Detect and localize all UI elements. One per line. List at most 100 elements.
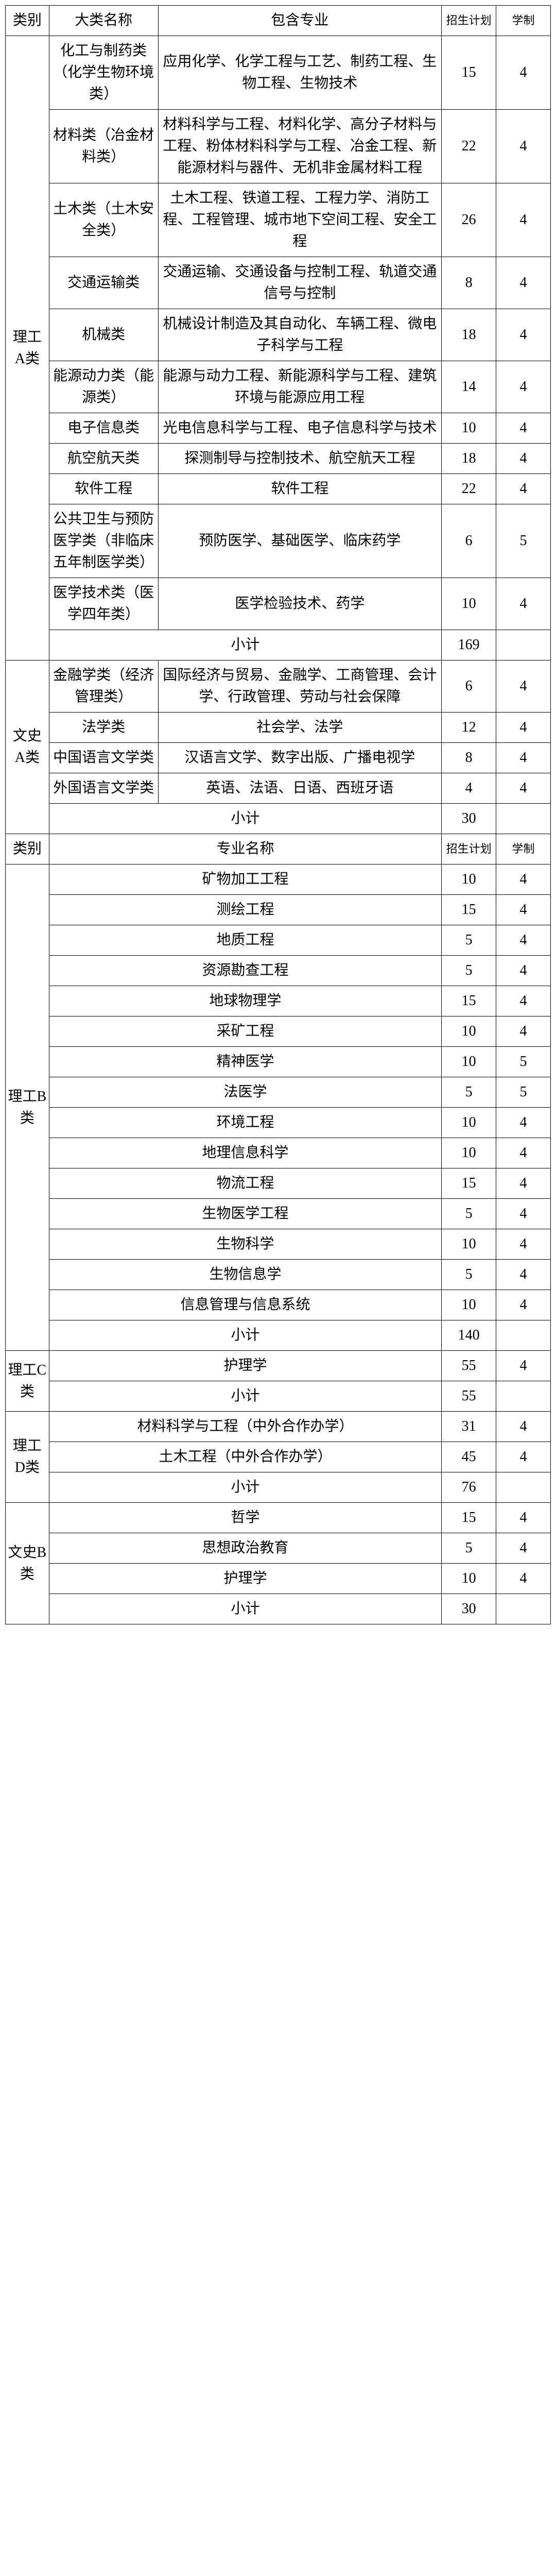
table-row: 地理信息科学104 [6,1138,551,1168]
major-group: 材料类（冶金材料类） [49,110,158,183]
years: 4 [496,986,551,1016]
plan-count: 10 [442,1564,496,1594]
plan-count: 15 [442,986,496,1016]
major-detail: 能源与动力工程、新能源科学与工程、建筑环境与能源应用工程 [158,361,442,413]
years: 4 [496,956,551,986]
years: 4 [496,1016,551,1047]
major-group: 软件工程 [49,474,158,504]
table-row: 中国语言文学类汉语言文学、数字出版、广播电视学84 [6,743,551,773]
major-group: 电子信息类 [49,413,158,444]
subtotal-label: 小计 [49,630,441,660]
table-row: 物流工程154 [6,1168,551,1199]
years: 4 [496,361,551,413]
subtotal-label: 小计 [49,804,441,834]
table-row: 法医学55 [6,1077,551,1108]
header-category: 类别 [6,6,49,36]
major-name: 信息管理与信息系统 [49,1290,441,1320]
table-row: 类别专业名称招生计划学制 [6,834,551,865]
table-row: 小计169 [6,630,551,660]
table-row: 文史B类哲学154 [6,1503,551,1533]
header-major-name: 专业名称 [49,834,441,865]
category-label: 文史A类 [6,660,49,834]
table-row: 小计30 [6,1594,551,1624]
major-name: 精神医学 [49,1047,441,1077]
years: 4 [496,1442,551,1472]
subtotal-value: 140 [442,1320,496,1351]
plan-count: 10 [442,413,496,444]
major-detail: 材料科学与工程、材料化学、高分子材料与工程、粉体材料科学与工程、冶金工程、新能源… [158,110,442,183]
years: 4 [496,1199,551,1229]
category-label: 理工B类 [6,865,49,1351]
admission-table: 类别大类名称包含专业招生计划学制理工A类化工与制药类（化学生物环境类）应用化学、… [5,5,551,1624]
table-row: 环境工程104 [6,1108,551,1138]
major-detail: 汉语言文学、数字出版、广播电视学 [158,743,442,773]
table-row: 医学技术类（医学四年类）医学检验技术、药学104 [6,578,551,630]
plan-count: 10 [442,1047,496,1077]
years: 4 [496,1108,551,1138]
plan-count: 15 [442,895,496,925]
table-row: 生物医学工程54 [6,1199,551,1229]
major-name: 物流工程 [49,1168,441,1199]
table-row: 测绘工程154 [6,895,551,925]
major-name: 材料科学与工程（中外合作办学） [49,1412,441,1442]
header-category: 类别 [6,834,49,865]
major-group: 金融学类（经济管理类） [49,660,158,713]
plan-count: 12 [442,713,496,743]
table-row: 土木工程（中外合作办学）454 [6,1442,551,1472]
major-group: 化工与制药类（化学生物环境类） [49,36,158,110]
table-row: 小计55 [6,1381,551,1412]
table-row: 生物信息学54 [6,1260,551,1290]
header-plan: 招生计划 [442,834,496,865]
years: 4 [496,309,551,361]
table-row: 地球物理学154 [6,986,551,1016]
years: 4 [496,1533,551,1564]
plan-count: 45 [442,1442,496,1472]
table-row: 护理学104 [6,1564,551,1594]
major-group: 能源动力类（能源类） [49,361,158,413]
category-label: 理工C类 [6,1351,49,1412]
years: 4 [496,1168,551,1199]
table-row: 小计76 [6,1472,551,1503]
plan-count: 10 [442,1229,496,1260]
major-group: 中国语言文学类 [49,743,158,773]
major-group: 法学类 [49,713,158,743]
table-row: 理工A类化工与制药类（化学生物环境类）应用化学、化学工程与工艺、制药工程、生物工… [6,36,551,110]
table-row: 文史A类金融学类（经济管理类）国际经济与贸易、金融学、工商管理、会计学、行政管理… [6,660,551,713]
years: 4 [496,183,551,257]
plan-count: 26 [442,183,496,257]
plan-count: 22 [442,474,496,504]
category-label: 理工A类 [6,36,49,660]
years: 4 [496,1229,551,1260]
major-group: 土木类（土木安全类） [49,183,158,257]
table-row: 小计30 [6,804,551,834]
subtotal-label: 小计 [49,1594,441,1624]
plan-count: 5 [442,1077,496,1108]
years: 5 [496,1047,551,1077]
table-row: 航空航天类探测制导与控制技术、航空航天工程184 [6,444,551,474]
major-name: 思想政治教育 [49,1533,441,1564]
table-row: 能源动力类（能源类）能源与动力工程、新能源科学与工程、建筑环境与能源应用工程14… [6,361,551,413]
years: 4 [496,895,551,925]
plan-count: 22 [442,110,496,183]
header-included: 包含专业 [158,6,442,36]
years: 4 [496,1564,551,1594]
table-row: 理工C类护理学554 [6,1351,551,1381]
plan-count: 10 [442,1290,496,1320]
table-row: 软件工程软件工程224 [6,474,551,504]
major-name: 采矿工程 [49,1016,441,1047]
subtotal-value: 169 [442,630,496,660]
table-row: 外国语言文学类英语、法语、日语、西班牙语44 [6,773,551,804]
plan-count: 14 [442,361,496,413]
header-years: 学制 [496,834,551,865]
major-name: 环境工程 [49,1108,441,1138]
plan-count: 4 [442,773,496,804]
plan-count: 5 [442,956,496,986]
major-name: 地质工程 [49,925,441,956]
years: 4 [496,1290,551,1320]
major-name: 护理学 [49,1564,441,1594]
category-label: 理工D类 [6,1412,49,1503]
plan-count: 5 [442,1199,496,1229]
major-group: 公共卫生与预防医学类（非临床五年制医学类） [49,504,158,578]
major-name: 哲学 [49,1503,441,1533]
plan-count: 5 [442,925,496,956]
